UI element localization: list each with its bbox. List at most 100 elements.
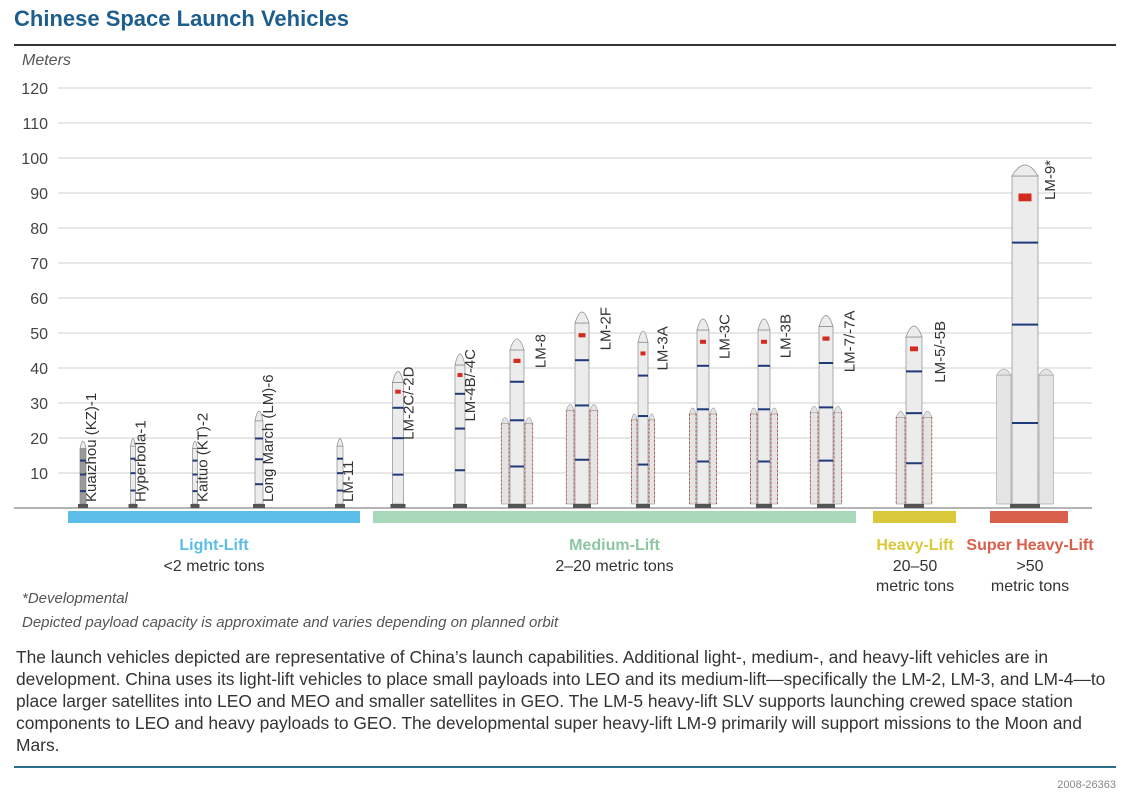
engine-nozzles	[695, 504, 711, 508]
side-booster-nose	[631, 413, 638, 421]
side-booster	[922, 416, 933, 505]
engine-nozzles	[756, 504, 772, 508]
rocket-nose	[818, 315, 834, 327]
stage-band	[906, 370, 922, 373]
category-light-lift-capacity: <2 metric tons	[163, 558, 265, 575]
flag-marking	[578, 333, 586, 338]
rocket-body	[637, 341, 649, 505]
rocket-lm-2c-2d: LM-2C/-2D	[390, 366, 418, 508]
vehicle-label: LM-4B/-4C	[462, 349, 479, 422]
category-bar-heavy	[873, 511, 956, 523]
vehicle-label: LM-8	[533, 334, 550, 368]
engine-nozzles	[636, 504, 650, 508]
side-booster-nose	[524, 417, 534, 424]
category-super-heavy-lift-capacity: >50 metric tons	[960, 557, 1100, 597]
side-booster	[1038, 374, 1054, 505]
stage-band	[337, 457, 343, 460]
rocket-nose	[192, 440, 198, 449]
rocket-lm-11: LM-11	[335, 438, 357, 508]
stage-band	[575, 359, 589, 362]
side-booster-nose	[648, 413, 655, 421]
side-booster-nose	[1038, 368, 1054, 376]
flag-marking	[513, 358, 521, 363]
y-tick-label: 110	[22, 116, 48, 133]
y-tick-label: 30	[30, 396, 48, 413]
flag-marking	[457, 373, 463, 378]
side-booster	[631, 419, 638, 505]
stage-band	[819, 406, 833, 409]
rocket-lm-8: LM-8	[500, 334, 550, 508]
stage-band	[255, 458, 263, 461]
side-booster-nose	[895, 410, 906, 418]
side-booster-nose	[996, 368, 1012, 376]
stage-band	[130, 457, 136, 460]
side-booster-nose	[833, 405, 843, 413]
stage-band	[80, 473, 86, 476]
vehicle-label: LM-3A	[655, 326, 672, 370]
category-medium-lift-capacity: 2–20 metric tons	[555, 558, 674, 575]
rocket-nose	[757, 318, 771, 331]
engine-nozzles	[253, 504, 265, 508]
vehicle-label: LM-2C/-2D	[401, 366, 418, 440]
category-heavy-lift-capacity-unit: metric tons	[875, 578, 955, 595]
category-heavy-lift-capacity-value: 20–50	[892, 558, 938, 575]
graphic-code: 2008-26363	[1057, 779, 1116, 791]
rocket-nose	[1011, 164, 1039, 177]
rocket-body	[905, 336, 923, 505]
rocket-long-march-lm-6: Long March (LM)-6	[253, 374, 277, 508]
stage-band	[906, 462, 922, 465]
y-tick-label: 60	[30, 291, 48, 308]
stage-band	[392, 406, 404, 409]
category-super-heavy-lift-capacity-unit: metric tons	[990, 578, 1070, 595]
stage-band	[455, 427, 465, 430]
stage-band	[697, 364, 709, 367]
stage-band	[575, 458, 589, 461]
side-booster-nose	[565, 404, 575, 411]
stage-band	[758, 408, 770, 411]
side-booster	[996, 374, 1012, 505]
engine-nozzles	[904, 504, 924, 508]
side-booster-nose	[709, 407, 717, 415]
stage-band	[392, 437, 404, 440]
side-booster	[809, 411, 819, 505]
chart-title: Chinese Space Launch Vehicles	[14, 6, 350, 31]
category-super-heavy-lift-capacity-value: >50	[1016, 558, 1044, 575]
stage-band	[697, 408, 709, 411]
side-booster-nose	[589, 404, 599, 411]
y-axis-units-label: Meters	[22, 52, 71, 69]
stage-band	[758, 460, 770, 463]
side-booster	[709, 413, 717, 505]
footnote-developmental: *Developmental	[22, 590, 128, 607]
rocket-lm-3b: LM-3B	[750, 314, 795, 508]
footnote-payload: Depicted payload capacity is approximate…	[22, 614, 559, 631]
rocket-nose	[574, 311, 590, 324]
rocket-nose	[336, 438, 344, 447]
flag-marking	[910, 346, 918, 352]
vehicle-label: LM-7/-7A	[842, 311, 859, 373]
category-bar-super	[990, 511, 1068, 523]
stage-band	[906, 412, 922, 415]
side-booster-nose	[500, 417, 510, 424]
stage-band	[638, 374, 648, 377]
engine-nozzles	[128, 504, 138, 508]
stage-band	[510, 380, 524, 383]
rocket-nose	[905, 325, 923, 338]
stage-band	[255, 483, 263, 486]
side-booster	[750, 413, 758, 505]
stage-band	[392, 473, 404, 476]
category-super-heavy-lift-name: Super Heavy-Lift	[966, 537, 1094, 554]
vehicle-label: LM-3C	[717, 314, 734, 359]
category-light-lift-name: Light-Lift	[179, 537, 249, 554]
category-heavy-lift-name: Heavy-Lift	[876, 537, 954, 554]
vehicle-label: LM-11	[340, 461, 357, 502]
rocket-lm-3c: LM-3C	[689, 314, 734, 508]
rocket-nose	[637, 330, 649, 343]
stage-band	[1012, 323, 1038, 326]
stage-band	[455, 469, 465, 472]
flag-marking	[1018, 193, 1032, 202]
vehicle-label: Long March (LM)-6	[260, 374, 277, 502]
y-tick-label: 70	[30, 256, 48, 273]
vehicle-label: LM-3B	[778, 314, 795, 358]
y-tick-label: 20	[30, 431, 48, 448]
rocket-nose	[454, 353, 466, 366]
